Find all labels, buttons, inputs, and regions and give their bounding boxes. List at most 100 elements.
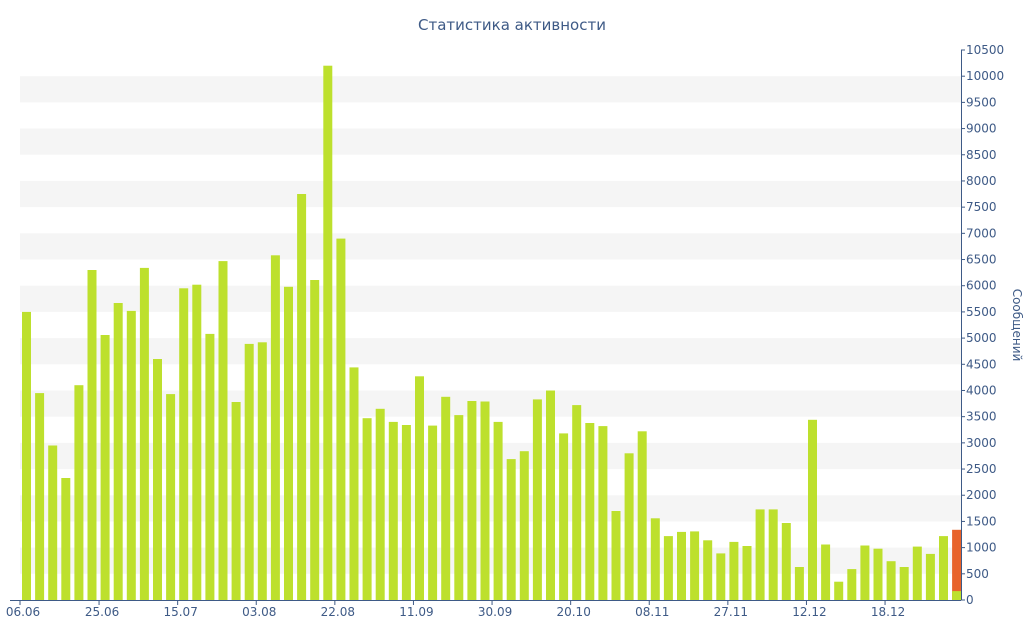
bar[interactable] (205, 333, 215, 600)
bar-current-base (952, 591, 962, 600)
bar[interactable] (899, 567, 909, 600)
y-tick-label: 0 (966, 593, 974, 607)
bar[interactable] (598, 426, 608, 600)
bar[interactable] (61, 478, 71, 600)
bar[interactable] (611, 511, 621, 600)
bar[interactable] (729, 541, 739, 600)
bar[interactable] (624, 453, 634, 600)
bar[interactable] (532, 399, 542, 600)
bar[interactable] (218, 261, 228, 600)
bar[interactable] (284, 286, 293, 600)
bar[interactable] (677, 531, 686, 600)
bar-current[interactable] (952, 529, 962, 600)
bar[interactable] (401, 425, 411, 600)
x-tick-label: 30.09 (478, 605, 512, 619)
bar[interactable] (860, 545, 870, 601)
bar[interactable] (834, 581, 844, 600)
grid-band (20, 442, 961, 470)
bar[interactable] (912, 546, 922, 600)
bar[interactable] (690, 531, 700, 600)
bar[interactable] (781, 523, 791, 600)
y-tick-label: 10500 (966, 43, 1004, 57)
x-tick-label: 18.12 (871, 605, 905, 619)
bar[interactable] (808, 419, 817, 600)
bar[interactable] (650, 518, 660, 600)
bar[interactable] (493, 421, 503, 600)
bar[interactable] (388, 421, 398, 600)
bar[interactable] (572, 405, 582, 600)
bar[interactable] (637, 431, 647, 600)
y-tick-label: 8500 (966, 148, 997, 162)
bar[interactable] (480, 401, 490, 601)
bar[interactable] (716, 553, 726, 600)
y-tick-label: 9500 (966, 95, 997, 109)
y-tick-label: 2500 (966, 462, 997, 476)
bar[interactable] (519, 451, 529, 600)
grid-band (20, 547, 961, 574)
bar[interactable] (441, 396, 451, 600)
bar[interactable] (270, 255, 280, 601)
bar[interactable] (886, 561, 896, 600)
bar[interactable] (768, 509, 778, 600)
bar[interactable] (192, 284, 202, 600)
bar[interactable] (257, 342, 267, 600)
bar[interactable] (506, 459, 516, 600)
y-tick-label: 9000 (966, 122, 997, 136)
x-tick-label: 27.11 (714, 605, 748, 619)
bar[interactable] (179, 288, 189, 600)
bar[interactable] (742, 546, 752, 600)
x-tick-label: 11.09 (399, 605, 433, 619)
bar[interactable] (454, 415, 464, 600)
bar[interactable] (336, 238, 346, 600)
y-tick-label: 10000 (966, 69, 1004, 83)
bar[interactable] (113, 303, 123, 600)
bar[interactable] (87, 270, 97, 600)
bar[interactable] (873, 548, 883, 600)
bar[interactable] (467, 401, 477, 600)
bar[interactable] (74, 385, 84, 600)
x-tick-label: 22.08 (321, 605, 355, 619)
bar[interactable] (139, 267, 149, 600)
bar[interactable] (244, 343, 254, 600)
bar[interactable] (559, 433, 569, 600)
chart-title: Статистика активности (418, 16, 606, 34)
x-tick-label: 25.06 (85, 605, 119, 619)
bar[interactable] (231, 402, 241, 600)
bar[interactable] (362, 418, 372, 600)
bar[interactable] (153, 359, 162, 600)
x-tick-label: 20.10 (556, 605, 590, 619)
bar[interactable] (428, 425, 438, 600)
bar[interactable] (166, 394, 176, 600)
bar[interactable] (821, 544, 831, 601)
bar[interactable] (755, 509, 765, 600)
bar[interactable] (323, 65, 333, 600)
bar[interactable] (939, 536, 948, 600)
bar[interactable] (546, 390, 555, 601)
bar[interactable] (310, 280, 320, 600)
grid-band (20, 233, 961, 260)
grid-band (20, 76, 961, 103)
bar[interactable] (48, 445, 58, 601)
bar[interactable] (703, 540, 713, 600)
bar[interactable] (663, 536, 673, 600)
bar[interactable] (847, 569, 857, 600)
bar[interactable] (35, 393, 45, 600)
bar[interactable] (375, 408, 385, 600)
x-tick-label: 03.08 (242, 605, 276, 619)
bar[interactable] (22, 311, 31, 600)
bar[interactable] (100, 335, 110, 600)
y-tick-label: 5000 (966, 331, 997, 345)
bar[interactable] (297, 194, 307, 600)
y-axis-label: Сообщений (1010, 289, 1024, 362)
x-tick-label: 08.11 (635, 605, 669, 619)
y-tick-label: 500 (966, 567, 989, 581)
y-tick-label: 8000 (966, 174, 997, 188)
y-tick-label: 3500 (966, 410, 997, 424)
bar[interactable] (585, 423, 595, 600)
bar[interactable] (925, 553, 935, 600)
bar[interactable] (126, 310, 136, 600)
y-tick-label: 5500 (966, 305, 997, 319)
bar[interactable] (349, 367, 359, 600)
bar[interactable] (794, 567, 804, 600)
bar[interactable] (415, 376, 424, 600)
